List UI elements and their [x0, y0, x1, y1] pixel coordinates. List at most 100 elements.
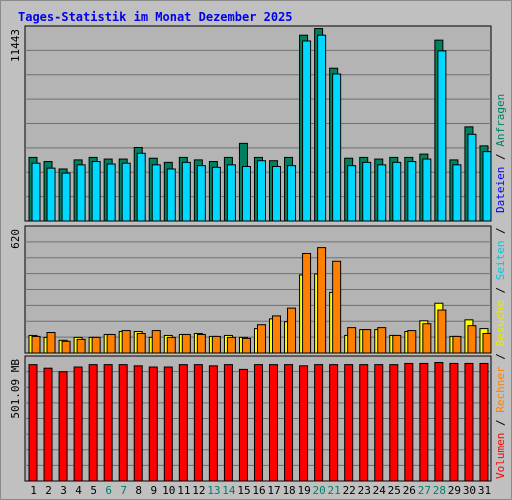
x-tick-label-day-1: 1: [30, 484, 37, 497]
x-tick-label-day-16: 16: [252, 484, 265, 497]
bar-rechner-day-31: [482, 332, 492, 354]
legend-upper-part-1: /: [494, 153, 507, 166]
legend-lower-part-7: /: [494, 227, 507, 240]
chart-title: Tages-Statistik im Monat Dezember 2025: [18, 10, 293, 24]
bar-rechner-day-29: [452, 335, 462, 354]
bar-rechner-day-13: [211, 335, 221, 354]
x-tick-label-day-10: 10: [162, 484, 175, 497]
bar-dateien-day-26: [407, 161, 417, 222]
bar-rechner-day-23: [362, 329, 372, 354]
bar-rechner-day-27: [422, 323, 432, 354]
bar-volumen-day-29: [449, 362, 459, 482]
bar-dateien-day-25: [392, 161, 402, 222]
bar-dateien-day-8: [136, 152, 146, 222]
bar-volumen-day-4: [73, 366, 83, 482]
legend-lower-part-5: /: [494, 287, 507, 300]
x-tick-label-day-20: 20: [313, 484, 326, 497]
x-tick-label-day-2: 2: [45, 484, 52, 497]
x-tick-label-day-22: 22: [343, 484, 356, 497]
x-tick-label-day-24: 24: [373, 484, 387, 497]
bar-volumen-day-30: [464, 362, 474, 482]
x-tick-label-day-5: 5: [90, 484, 97, 497]
bar-dateien-day-29: [452, 164, 462, 222]
bar-dateien-day-10: [166, 168, 176, 222]
x-tick-label-day-14: 14: [222, 484, 236, 497]
bar-volumen-day-26: [404, 362, 414, 482]
bar-rechner-day-18: [287, 307, 297, 354]
bar-volumen-day-19: [299, 365, 309, 482]
bar-rechner-day-12: [196, 333, 206, 354]
bar-volumen-day-9: [148, 366, 158, 482]
x-tick-label-day-12: 12: [192, 484, 205, 497]
bar-rechner-day-9: [151, 330, 161, 354]
bar-volumen-day-14: [223, 364, 233, 482]
bar-dateien-day-1: [31, 162, 41, 222]
y-axis-max-label: 501.09 MB: [9, 359, 22, 419]
bar-rechner-day-16: [256, 324, 266, 354]
bar-dateien-day-22: [347, 165, 357, 222]
x-tick-label-day-15: 15: [237, 484, 250, 497]
bar-dateien-day-31: [482, 151, 492, 222]
legend-lower-part-1: /: [494, 419, 507, 432]
bar-volumen-day-25: [389, 364, 399, 482]
bar-rechner-day-3: [61, 340, 71, 354]
bar-dateien-day-11: [181, 161, 191, 222]
bar-rechner-day-4: [76, 338, 86, 354]
bar-rechner-day-26: [407, 330, 417, 354]
x-tick-label-day-17: 17: [267, 484, 280, 497]
x-tick-label-day-23: 23: [358, 484, 371, 497]
x-tick-label-day-9: 9: [150, 484, 157, 497]
bar-dateien-day-2: [46, 167, 56, 222]
bar-rechner-day-5: [91, 336, 101, 354]
bar-dateien-day-28: [437, 50, 447, 222]
bar-dateien-day-3: [61, 172, 71, 222]
x-tick-label-day-31: 31: [478, 484, 491, 497]
bar-rechner-day-8: [136, 332, 146, 354]
bar-dateien-day-13: [211, 166, 221, 222]
bar-rechner-day-30: [467, 325, 477, 354]
bar-rechner-day-14: [226, 336, 236, 354]
bar-dateien-day-9: [151, 164, 161, 222]
bar-dateien-day-12: [196, 165, 206, 222]
bar-dateien-day-16: [256, 160, 266, 222]
bar-dateien-day-7: [121, 162, 131, 222]
x-tick-label-day-3: 3: [60, 484, 67, 497]
bar-volumen-day-27: [419, 362, 429, 482]
bar-volumen-day-28: [434, 361, 444, 482]
bar-volumen-day-1: [28, 364, 38, 482]
bar-dateien-day-18: [287, 165, 297, 222]
x-tick-label-day-30: 30: [463, 484, 476, 497]
bar-volumen-day-3: [58, 371, 68, 482]
x-tick-label-day-28: 28: [433, 484, 446, 497]
bar-volumen-day-8: [133, 365, 143, 482]
bar-volumen-day-7: [118, 364, 128, 482]
bar-dateien-day-15: [241, 165, 251, 222]
bar-volumen-day-18: [284, 364, 294, 482]
bar-volumen-day-6: [103, 364, 113, 482]
bar-dateien-day-5: [91, 161, 101, 222]
bar-rechner-day-6: [106, 333, 116, 354]
x-tick-label-day-11: 11: [177, 484, 190, 497]
bar-rechner-day-24: [377, 327, 387, 354]
legend-upper-part-0: Dateien: [494, 167, 507, 213]
bar-rechner-day-1: [31, 335, 41, 354]
x-tick-label-day-6: 6: [105, 484, 112, 497]
bar-rechner-day-20: [317, 247, 327, 354]
y-axis-max-label: 11443: [9, 29, 22, 62]
x-tick-label-day-13: 13: [207, 484, 220, 497]
x-tick-label-day-27: 27: [418, 484, 431, 497]
x-tick-label-day-18: 18: [282, 484, 295, 497]
legend-lower: Volumen / Rechner / Besuche / Seiten /: [494, 227, 507, 479]
bar-volumen-day-11: [178, 364, 188, 482]
bar-rechner-day-28: [437, 309, 447, 354]
x-tick-label-day-4: 4: [75, 484, 82, 497]
legend-lower-part-4: Besuche: [494, 300, 507, 353]
bar-rechner-day-22: [347, 327, 357, 354]
bar-volumen-day-20: [314, 364, 324, 482]
bar-volumen-day-23: [359, 364, 369, 482]
bar-dateien-day-30: [467, 133, 477, 222]
bar-volumen-day-2: [43, 367, 53, 482]
bar-rechner-day-10: [166, 336, 176, 354]
